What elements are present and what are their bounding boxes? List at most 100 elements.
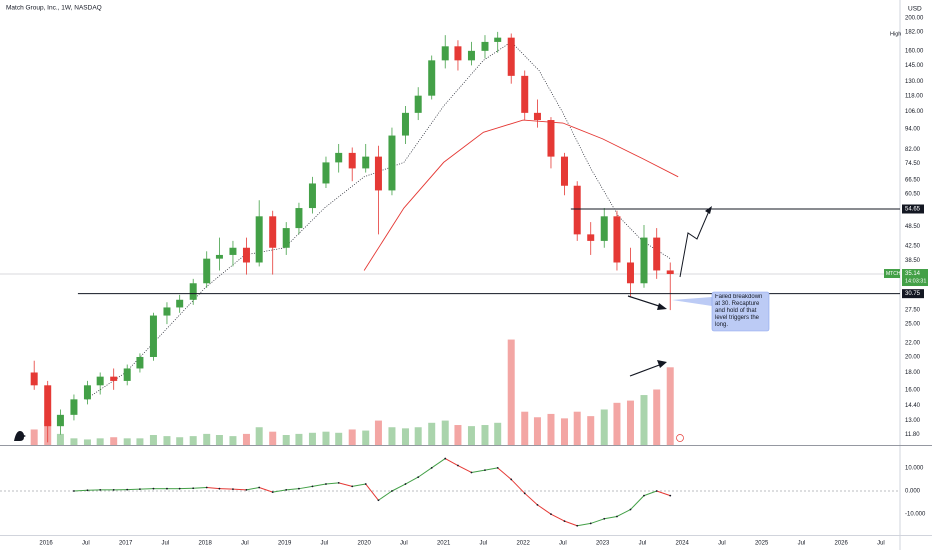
oscillator-segment [431,458,446,469]
oscillator-point [232,488,234,491]
candle-body [70,399,78,415]
y-tick-label: 106.00 [905,109,924,115]
oscillator-point [337,481,340,484]
y-tick-label: 74.50 [905,161,921,167]
oscillator-point [669,494,672,497]
candle-body [600,216,608,241]
oscillator-segment [510,479,526,494]
x-tick-label: Jul [162,541,170,547]
symbol-label: MTCH [886,271,901,277]
volume-bar [414,427,422,445]
oscillator-segment [537,504,552,515]
volume-bar [229,436,237,445]
oscillator-point [166,487,168,490]
oscillator-point [457,464,459,467]
x-tick-label: Jul [400,541,408,547]
volume-bar [348,429,356,445]
oscillator-point [99,488,102,491]
volume-bar [215,435,223,445]
oscillator-segment [577,522,591,527]
y-tick-label: 48.50 [905,224,921,230]
y-tick-label: 18.00 [905,370,921,376]
y-tick-label: 16.00 [905,387,921,393]
volume-bar [533,417,541,445]
y-tick-label: 20.00 [905,355,921,361]
oscillator-segment [259,487,273,493]
oscillator-point [470,471,473,474]
osc-tick-label: -10.000 [905,512,926,518]
candle-body [374,156,382,191]
oscillator-point [112,488,115,491]
oscillator-segment [550,513,565,522]
event-icon [676,434,684,442]
x-tick-label: 2021 [437,541,451,547]
y-tick-label: 82.00 [905,147,921,153]
oscillator-segment [484,467,498,471]
level-label: 30.75 [905,291,921,297]
candle-body [640,237,648,284]
y-tick-label: 145.00 [905,63,924,69]
oscillator-segment [590,518,605,524]
y-tick-label: 27.50 [905,308,921,314]
oscillator-point [86,489,89,492]
y-tick-label: 11.80 [905,432,920,438]
oscillator-segment [298,485,313,490]
oscillator-point [523,492,526,495]
projection-path [679,210,710,278]
candle-body [573,185,581,235]
volume-bar [322,431,330,445]
candle-body [507,37,515,76]
countdown-label: 14:03:31 [905,278,926,284]
moving-average [363,119,679,271]
candle-body [428,60,436,96]
candle-body [56,414,64,427]
oscillator-segment [630,495,645,510]
oscillator-point [655,490,658,492]
candle-body [308,183,316,209]
candle-body [388,135,396,191]
oscillator-point [589,522,592,525]
volume-bar [176,437,184,445]
oscillator-point [444,457,447,460]
oscillator-point [152,487,155,490]
volume-bar [587,416,595,445]
volume-bar [640,395,648,445]
oscillator-point [616,515,618,518]
oscillator-point [510,478,513,481]
oscillator-segment [391,483,406,492]
candle-body [176,299,184,308]
candle-body [626,262,634,284]
volume-bar [613,402,621,445]
oscillator-point [643,494,645,497]
x-tick-label: Jul [559,541,567,547]
oscillator-point [192,487,195,490]
symbol-box [884,269,900,279]
callout: Failed breakdown at 30. Recapture and ho… [715,294,762,328]
volume-bar [203,433,211,445]
oscillator-point [126,488,129,491]
candle-body [653,237,661,271]
x-tick-label: Jul [321,541,329,547]
volume-bar [507,339,515,445]
oscillator-point [218,487,221,490]
oscillator-segment [457,465,472,473]
volume-bar [653,389,661,445]
candle-body [613,216,621,263]
oscillator-segment [206,487,220,490]
oscillator-segment [232,488,247,491]
oscillator-segment [312,483,327,487]
candle-body [348,152,356,169]
candle-body [481,41,489,51]
oscillator-segment [471,469,486,473]
y-tick-label: 14.40 [905,403,921,409]
oscillator-point [139,488,141,491]
x-tick-label: 2026 [834,541,848,547]
oscillator-segment [643,490,657,497]
candle-body [547,120,555,157]
x-tick-label: 2024 [675,541,689,547]
volume-bar [362,430,370,445]
volume-bar [83,439,91,445]
moving-average [85,41,671,400]
projection-arrowhead [705,206,712,214]
candle-body [362,156,370,169]
